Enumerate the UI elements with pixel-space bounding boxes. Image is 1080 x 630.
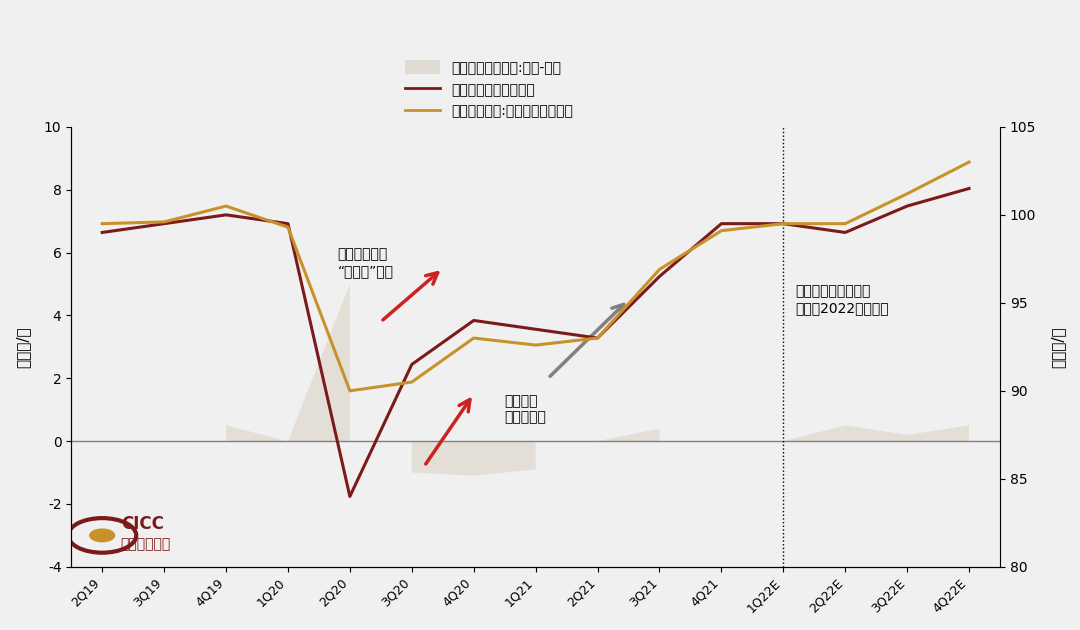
Text: 基准情形下，供需缺
口将在2022实现收敛: 基准情形下，供需缺 口将在2022实现收敛 [796, 285, 889, 315]
Text: CICC: CICC [121, 515, 164, 533]
Text: 供给维持
渐进式增长: 供给维持 渐进式增长 [504, 394, 546, 424]
Text: 需求经历两次
“台阶式”增长: 需求经历两次 “台阶式”增长 [337, 248, 393, 278]
Legend: 基准情形供需缺口:供给-需求, 全球原油需求（右轴）, 全球原油供给:基准情形（右轴）: 基准情形供需缺口:供给-需求, 全球原油需求（右轴）, 全球原油供给:基准情形（… [400, 55, 579, 124]
Y-axis label: 百万桶/天: 百万桶/天 [1050, 326, 1065, 368]
Circle shape [90, 529, 114, 542]
Text: 中金大宗商品: 中金大宗商品 [121, 537, 171, 551]
Y-axis label: 百万桶/天: 百万桶/天 [15, 326, 30, 368]
